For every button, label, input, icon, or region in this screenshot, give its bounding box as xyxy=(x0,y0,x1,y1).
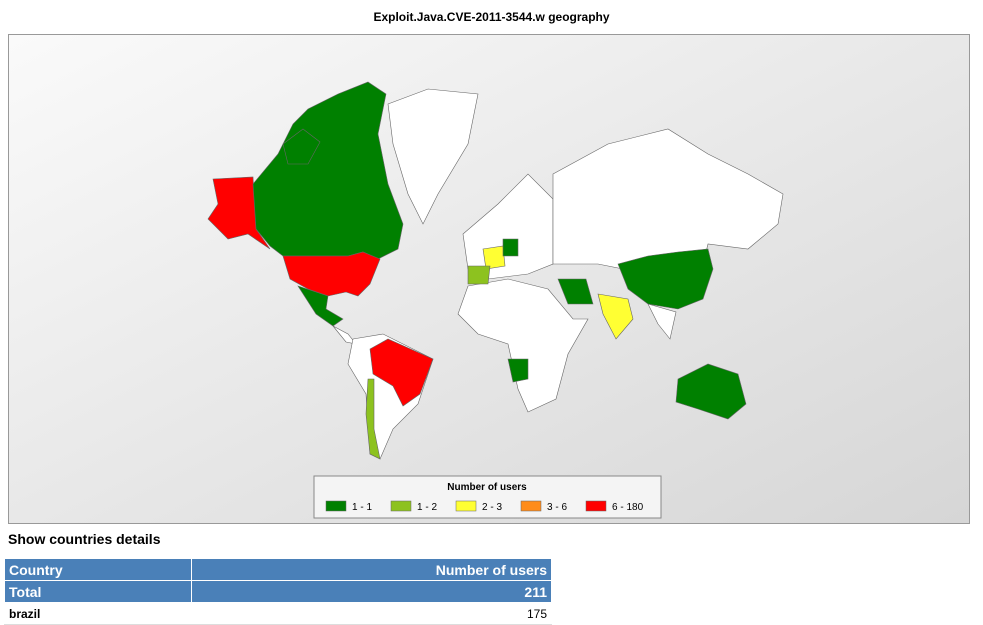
legend: Number of users 1 - 1 1 - 2 2 - 3 3 - 6 6 - … xyxy=(313,475,662,519)
legend-title: Number of users xyxy=(447,482,527,493)
africa xyxy=(457,278,589,413)
header-row: Country Number of users xyxy=(3,558,552,581)
canada xyxy=(252,81,404,260)
southeast-asia xyxy=(647,303,677,340)
chart-title: Exploit.Java.CVE-2011-3544.w geography xyxy=(373,10,610,24)
chile xyxy=(365,378,381,460)
legend-swatch xyxy=(390,500,412,512)
total-row: Total 211 xyxy=(3,580,552,603)
country-name: brazil xyxy=(3,602,193,625)
russia-asia xyxy=(552,128,784,285)
spain xyxy=(467,265,491,285)
legend-swatch xyxy=(585,500,607,512)
legend-swatch xyxy=(455,500,477,512)
legend-label: 1 - 1 xyxy=(352,502,372,513)
legend-swatch xyxy=(325,500,347,512)
countries xyxy=(207,81,784,460)
country-row[interactable]: brazil 175 xyxy=(3,602,552,625)
brazil xyxy=(369,338,434,407)
arctic-islands xyxy=(282,128,321,165)
iran xyxy=(557,278,594,305)
map: Number of users 1 - 1 1 - 2 2 - 3 3 - 6 6 - … xyxy=(8,34,970,524)
total-value: 211 xyxy=(191,580,552,603)
column-header: Country xyxy=(3,558,193,581)
legend-label: 3 - 6 xyxy=(547,502,567,513)
legend-label: 2 - 3 xyxy=(482,502,502,513)
legend-label: 1 - 2 xyxy=(417,502,437,513)
column-header: Number of users xyxy=(191,558,552,581)
germany xyxy=(502,238,519,257)
france xyxy=(482,245,506,270)
countries-table: Country Number of users Total 211 brazil 17… xyxy=(3,558,552,625)
india xyxy=(597,293,634,340)
greenland xyxy=(387,88,479,225)
angola xyxy=(507,358,529,383)
total-label: Total xyxy=(3,580,193,603)
legend-swatch xyxy=(520,500,542,512)
china xyxy=(617,248,714,310)
australia xyxy=(675,363,747,420)
legend-label: 6 - 180 xyxy=(612,502,644,513)
section-title: Show countries details xyxy=(8,531,161,547)
usa xyxy=(282,251,381,297)
legend-items: 1 - 1 1 - 2 2 - 3 3 - 6 6 - 180 xyxy=(325,500,644,513)
mexico xyxy=(297,285,344,327)
country-users: 175 xyxy=(191,602,552,625)
